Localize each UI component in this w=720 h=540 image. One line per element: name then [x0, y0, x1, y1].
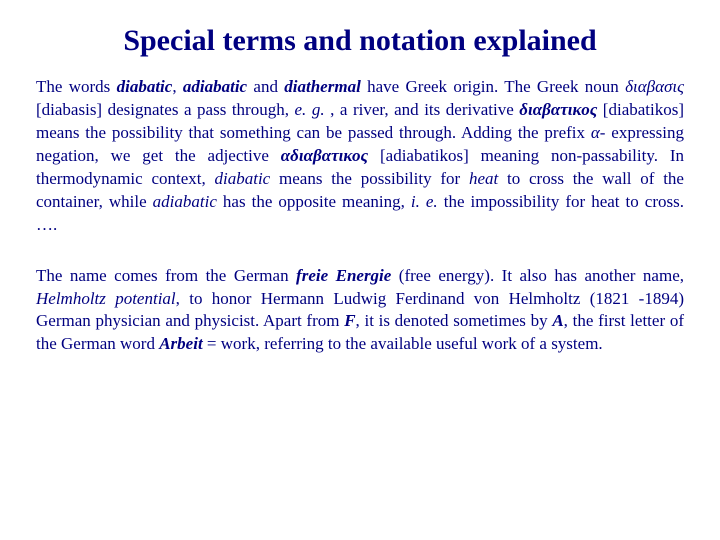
text: means the possibility for	[270, 169, 469, 188]
paragraph-1: The words diabatic, adiabatic and diathe…	[36, 76, 684, 237]
text: and	[247, 77, 284, 96]
greek-diabatikos: διαβατικος	[519, 100, 597, 119]
greek-diabasis: διαβασις	[625, 77, 684, 96]
term-adiabatic-2: adiabatic	[153, 192, 217, 211]
text: , a river, and its derivative	[325, 100, 520, 119]
symbol-a: A	[552, 311, 563, 330]
text: has the opposite meaning,	[217, 192, 411, 211]
term-helmholtz-potential: Helmholtz potential	[36, 289, 176, 308]
term-diabatic: diabatic	[117, 77, 173, 96]
term-diathermal: diathermal	[284, 77, 361, 96]
text: = work, referring to the available usefu…	[203, 334, 603, 353]
symbol-f: F	[344, 311, 355, 330]
abbrev-ie: i. e.	[411, 192, 438, 211]
abbrev-eg: e. g.	[295, 100, 325, 119]
term-arbeit: Arbeit	[159, 334, 202, 353]
text: have Greek origin. The Greek noun	[361, 77, 625, 96]
term-diabatic-2: diabatic	[215, 169, 271, 188]
term-adiabatic: adiabatic	[183, 77, 247, 96]
text: The words	[36, 77, 117, 96]
term-heat: heat	[469, 169, 498, 188]
paragraph-2: The name comes from the German freie Ene…	[36, 265, 684, 357]
text: (free energy). It also has another name,	[391, 266, 684, 285]
page-title: Special terms and notation explained	[36, 24, 684, 58]
separator	[36, 237, 684, 265]
text: , it is denoted sometimes by	[356, 311, 553, 330]
text: The name comes from the German	[36, 266, 296, 285]
greek-alpha-prefix: α-	[591, 123, 606, 142]
greek-adiabatikos: αδιαβατικος	[281, 146, 368, 165]
text: ,	[172, 77, 183, 96]
term-freie-energie: freie Energie	[296, 266, 391, 285]
text: [diabasis] designates a pass through,	[36, 100, 295, 119]
